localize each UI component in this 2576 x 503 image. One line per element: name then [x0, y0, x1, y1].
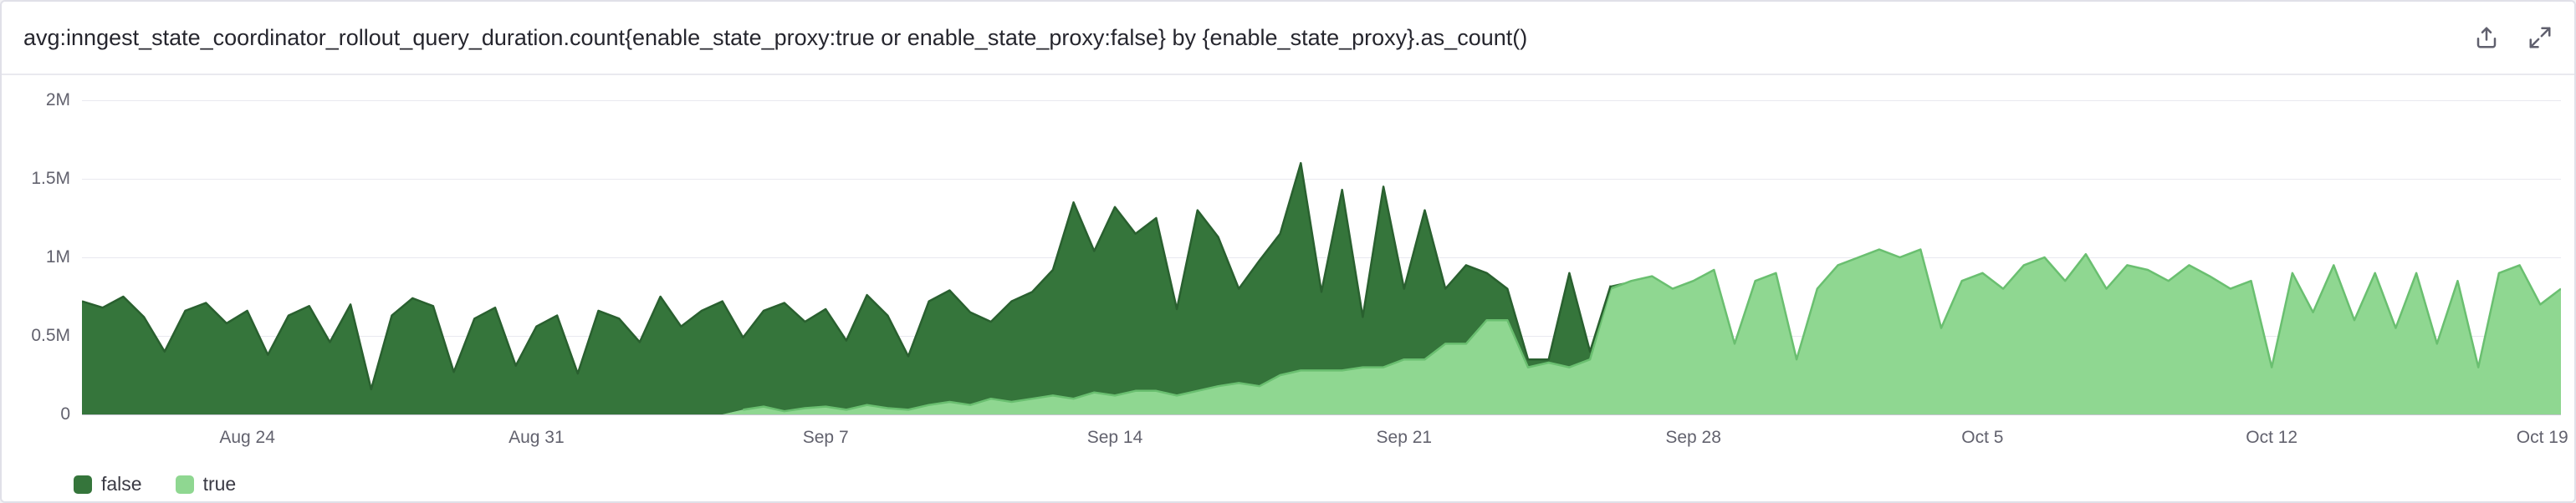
line-true [743, 248, 2561, 413]
x-axis-label: Aug 31 [509, 428, 565, 447]
y-axis-label: 1.5M [31, 169, 70, 188]
x-axis-label: Oct 5 [1961, 428, 2004, 447]
widget-toolbar [2474, 25, 2553, 50]
legend-label: false [101, 473, 142, 495]
y-axis-label: 1M [45, 247, 70, 267]
x-axis-label: Sep 14 [1086, 428, 1143, 447]
line-false [82, 161, 1612, 391]
x-axis-label: Sep 21 [1376, 428, 1433, 447]
area-true [82, 249, 2561, 414]
fullscreen-icon[interactable] [2527, 25, 2553, 50]
legend-swatch [74, 475, 92, 494]
chart-svg [82, 161, 2561, 414]
x-axis-baseline [82, 414, 2561, 415]
gridline [82, 257, 2561, 258]
x-axis-label: Sep 7 [802, 428, 849, 447]
legend-swatch [175, 475, 194, 494]
y-axis-label: 2M [45, 90, 70, 109]
y-axis-label: 0 [60, 404, 70, 424]
widget-title: avg:inngest_state_coordinator_rollout_qu… [23, 24, 1528, 50]
x-axis-label: Sep 28 [1665, 428, 1721, 447]
x-axis-label: Aug 24 [219, 428, 275, 447]
x-axis-label: Oct 19 [2516, 428, 2568, 447]
chart-plot-area[interactable] [82, 100, 2561, 415]
gridline [82, 100, 2561, 101]
export-icon[interactable] [2474, 25, 2499, 50]
area-false [82, 163, 2561, 414]
widget-header: avg:inngest_state_coordinator_rollout_qu… [2, 2, 2574, 75]
gridline [82, 179, 2561, 180]
y-axis-label: 0.5M [31, 326, 70, 345]
y-axis: 0 0.5M 1M 1.5M 2M [2, 90, 70, 424]
legend: false true [74, 473, 236, 495]
legend-label: true [202, 473, 237, 495]
legend-item-false[interactable]: false [74, 473, 142, 495]
x-axis-label: Oct 12 [2246, 428, 2298, 447]
x-axis: Aug 24 Aug 31 Sep 7 Sep 14 Sep 21 Sep 28 Oct 5… [82, 428, 2568, 455]
legend-item-true[interactable]: true [175, 473, 237, 495]
